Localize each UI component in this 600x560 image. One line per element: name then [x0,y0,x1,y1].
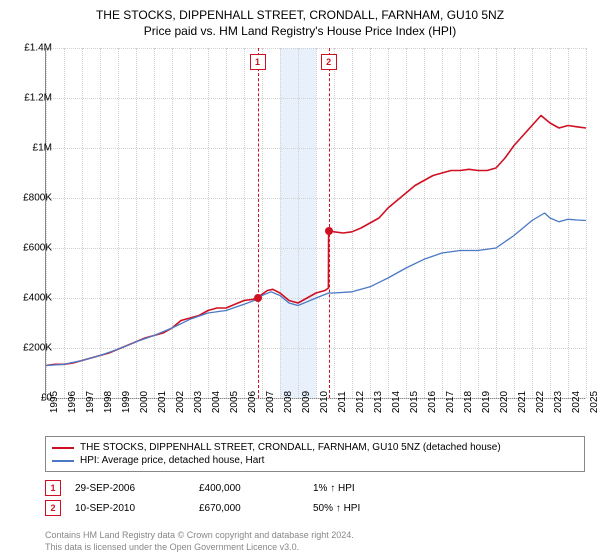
note-date: 29-SEP-2006 [75,483,185,494]
y-tick-label: £600K [23,243,52,254]
series-line-hpi [46,213,586,366]
footer-line: Contains HM Land Registry data © Crown c… [45,530,585,542]
y-tick-label: £1.2M [24,93,52,104]
note-row: 1 29-SEP-2006 £400,000 1% ↑ HPI [45,478,585,498]
x-tick-label: 2025 [589,391,600,413]
legend-row: THE STOCKS, DIPPENHALL STREET, CRONDALL,… [52,441,578,454]
sale-marker [325,227,333,235]
x-tick-label: 2016 [427,391,438,413]
x-tick-label: 1998 [103,391,114,413]
x-tick-label: 2021 [517,391,528,413]
x-tick-label: 1995 [49,391,60,413]
x-tick-label: 1996 [67,391,78,413]
x-tick-label: 2015 [409,391,420,413]
sale-marker [254,294,262,302]
x-tick-label: 2023 [553,391,564,413]
note-price: £400,000 [199,483,299,494]
event-notes: 1 29-SEP-2006 £400,000 1% ↑ HPI 2 10-SEP… [45,478,585,518]
x-tick-label: 2018 [463,391,474,413]
series-svg [46,48,586,398]
footer-text: Contains HM Land Registry data © Crown c… [45,530,585,553]
x-tick-label: 1997 [85,391,96,413]
y-tick-label: £400K [23,293,52,304]
x-tick-label: 2003 [193,391,204,413]
x-tick-label: 2020 [499,391,510,413]
x-tick-label: 2019 [481,391,492,413]
chart-subtitle: Price paid vs. HM Land Registry's House … [0,24,600,38]
legend-label: HPI: Average price, detached house, Hart [80,455,264,466]
x-tick-label: 2013 [373,391,384,413]
event-line [258,48,259,398]
note-delta: 50% ↑ HPI [313,503,360,514]
event-flag: 1 [250,54,266,70]
note-date: 10-SEP-2010 [75,503,185,514]
x-tick-label: 2008 [283,391,294,413]
x-tick-label: 2002 [175,391,186,413]
x-tick-label: 2010 [319,391,330,413]
y-tick-label: £1M [33,143,52,154]
series-line-price_paid [46,116,586,366]
legend-swatch [52,460,74,462]
x-tick-label: 2024 [571,391,582,413]
x-tick-label: 2017 [445,391,456,413]
event-flag: 2 [321,54,337,70]
x-tick-label: 2022 [535,391,546,413]
legend-box: THE STOCKS, DIPPENHALL STREET, CRONDALL,… [45,436,585,472]
y-tick-label: £200K [23,343,52,354]
y-tick-label: £800K [23,193,52,204]
note-flag: 2 [45,500,61,516]
x-tick-label: 2007 [265,391,276,413]
plot-area [45,48,586,399]
legend-row: HPI: Average price, detached house, Hart [52,454,578,467]
x-tick-label: 2004 [211,391,222,413]
x-tick-label: 1999 [121,391,132,413]
x-tick-label: 2014 [391,391,402,413]
note-row: 2 10-SEP-2010 £670,000 50% ↑ HPI [45,498,585,518]
x-tick-label: 2005 [229,391,240,413]
x-tick-label: 2009 [301,391,312,413]
legend-label: THE STOCKS, DIPPENHALL STREET, CRONDALL,… [80,442,501,453]
x-tick-label: 2000 [139,391,150,413]
chart-title: THE STOCKS, DIPPENHALL STREET, CRONDALL,… [0,8,600,22]
event-line [329,48,330,398]
chart-container: THE STOCKS, DIPPENHALL STREET, CRONDALL,… [0,0,600,560]
x-tick-label: 2006 [247,391,258,413]
x-tick-label: 2001 [157,391,168,413]
note-delta: 1% ↑ HPI [313,483,355,494]
x-tick-label: 2012 [355,391,366,413]
x-tick-label: 2011 [337,391,348,413]
title-block: THE STOCKS, DIPPENHALL STREET, CRONDALL,… [0,0,600,38]
gridline-v [586,48,587,398]
note-price: £670,000 [199,503,299,514]
footer-line: This data is licensed under the Open Gov… [45,542,585,554]
note-flag: 1 [45,480,61,496]
legend-swatch [52,447,74,449]
y-tick-label: £1.4M [24,43,52,54]
